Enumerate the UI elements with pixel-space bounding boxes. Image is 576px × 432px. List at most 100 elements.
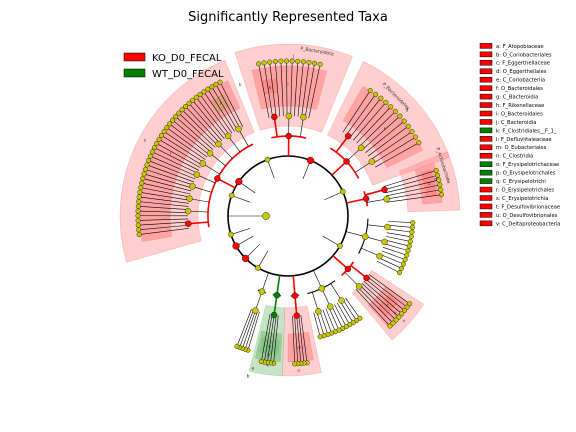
taxa-key-label-l: l: F_Defluviitaleaceae: [496, 137, 552, 143]
sector-label-bacteroidota: P_Bacteroidota: [300, 46, 334, 58]
taxa-key-label-t: t: F_Desulfovibrionaceae: [496, 204, 560, 210]
legend-swatch-wt: [123, 68, 146, 78]
node: [135, 203, 141, 209]
branch: [146, 164, 195, 183]
taxa-key-swatch-v: [479, 220, 493, 227]
clade-shade-s: [119, 59, 255, 263]
branch: [209, 153, 226, 167]
branch: [139, 191, 190, 201]
branch: [387, 194, 442, 203]
node: [270, 311, 278, 319]
node: [164, 125, 170, 131]
cladogram-branches: [137, 61, 442, 364]
sector-letter-r: r: [170, 151, 172, 157]
branch: [304, 63, 315, 118]
branch: [384, 174, 438, 190]
node: [407, 238, 413, 244]
node: [405, 248, 411, 254]
branch: [387, 224, 413, 228]
node: [397, 113, 403, 119]
node: [312, 60, 318, 66]
node: [344, 132, 352, 140]
branch: [239, 309, 254, 348]
clade-shade-o: [258, 337, 280, 355]
branch: [260, 314, 271, 362]
branch: [350, 264, 368, 279]
taxa-key-label-o: o: F_Erysipelotrichaceae: [496, 162, 559, 168]
branch: [219, 82, 244, 127]
node: [289, 58, 295, 64]
branch: [345, 297, 361, 319]
legend-swatch-ko: [123, 52, 146, 62]
node: [176, 110, 182, 116]
node: [295, 58, 301, 64]
node: [193, 94, 199, 100]
taxa-key-label-g: g: C_Bacteroidia: [496, 95, 538, 101]
branch: [319, 310, 329, 335]
clade-shade-i: [251, 65, 328, 111]
branch: [139, 196, 189, 204]
taxa-key-swatch-r: [479, 186, 493, 193]
branch: [267, 314, 275, 363]
node: [136, 232, 142, 238]
taxa-key-label-a: a: F_Atopobiaceae: [496, 44, 544, 50]
branch: [172, 119, 212, 153]
node: [407, 301, 413, 307]
branch: [286, 61, 288, 117]
node: [173, 114, 179, 120]
node: [149, 149, 155, 155]
branch: [384, 239, 410, 247]
clade-shading: [119, 43, 461, 377]
taxa-key-label-n: n: C_Clostridia: [496, 154, 533, 160]
branch: [297, 61, 304, 117]
branch: [364, 188, 385, 196]
node: [262, 212, 270, 220]
branch: [316, 311, 325, 336]
node: [214, 175, 221, 182]
legend-label-wt: WT_D0_FECAL: [152, 69, 224, 80]
branch: [367, 126, 409, 157]
node: [271, 113, 278, 121]
node: [401, 308, 407, 314]
node: [409, 129, 415, 135]
branch: [141, 182, 191, 195]
taxa-key-swatch-p: [479, 169, 493, 176]
node: [261, 60, 267, 66]
node: [400, 261, 406, 267]
sector-letter-l: l: [220, 101, 221, 107]
taxa-key-label-f: f: O_Bacteroidales: [496, 86, 543, 92]
branch: [324, 191, 343, 201]
cladogram-nodes: [135, 58, 445, 367]
sector-letter-e: e: [446, 178, 449, 183]
branch: [238, 128, 249, 147]
branch: [152, 151, 198, 174]
sector-letter-c: c: [428, 182, 431, 187]
branch: [308, 64, 321, 119]
branch: [366, 198, 387, 203]
node: [416, 140, 422, 146]
branch: [274, 61, 281, 117]
node: [179, 107, 185, 113]
branch: [188, 210, 209, 213]
taxa-key-swatch-t: [479, 203, 493, 210]
taxa-key-swatch-b: [479, 51, 493, 58]
node: [406, 243, 412, 249]
node: [437, 182, 443, 188]
branch: [280, 61, 284, 117]
branch: [325, 308, 336, 332]
branch: [365, 120, 405, 153]
node: [399, 265, 405, 271]
branch: [273, 116, 278, 137]
node: [306, 156, 315, 164]
node: [135, 208, 141, 214]
node: [205, 86, 211, 92]
node: [170, 117, 176, 123]
taxa-key-swatch-n: [479, 153, 493, 159]
node: [135, 222, 141, 228]
branch: [156, 143, 201, 168]
node: [136, 194, 142, 200]
node: [338, 297, 345, 304]
node: [258, 288, 266, 295]
node: [357, 144, 365, 152]
node: [401, 118, 407, 124]
